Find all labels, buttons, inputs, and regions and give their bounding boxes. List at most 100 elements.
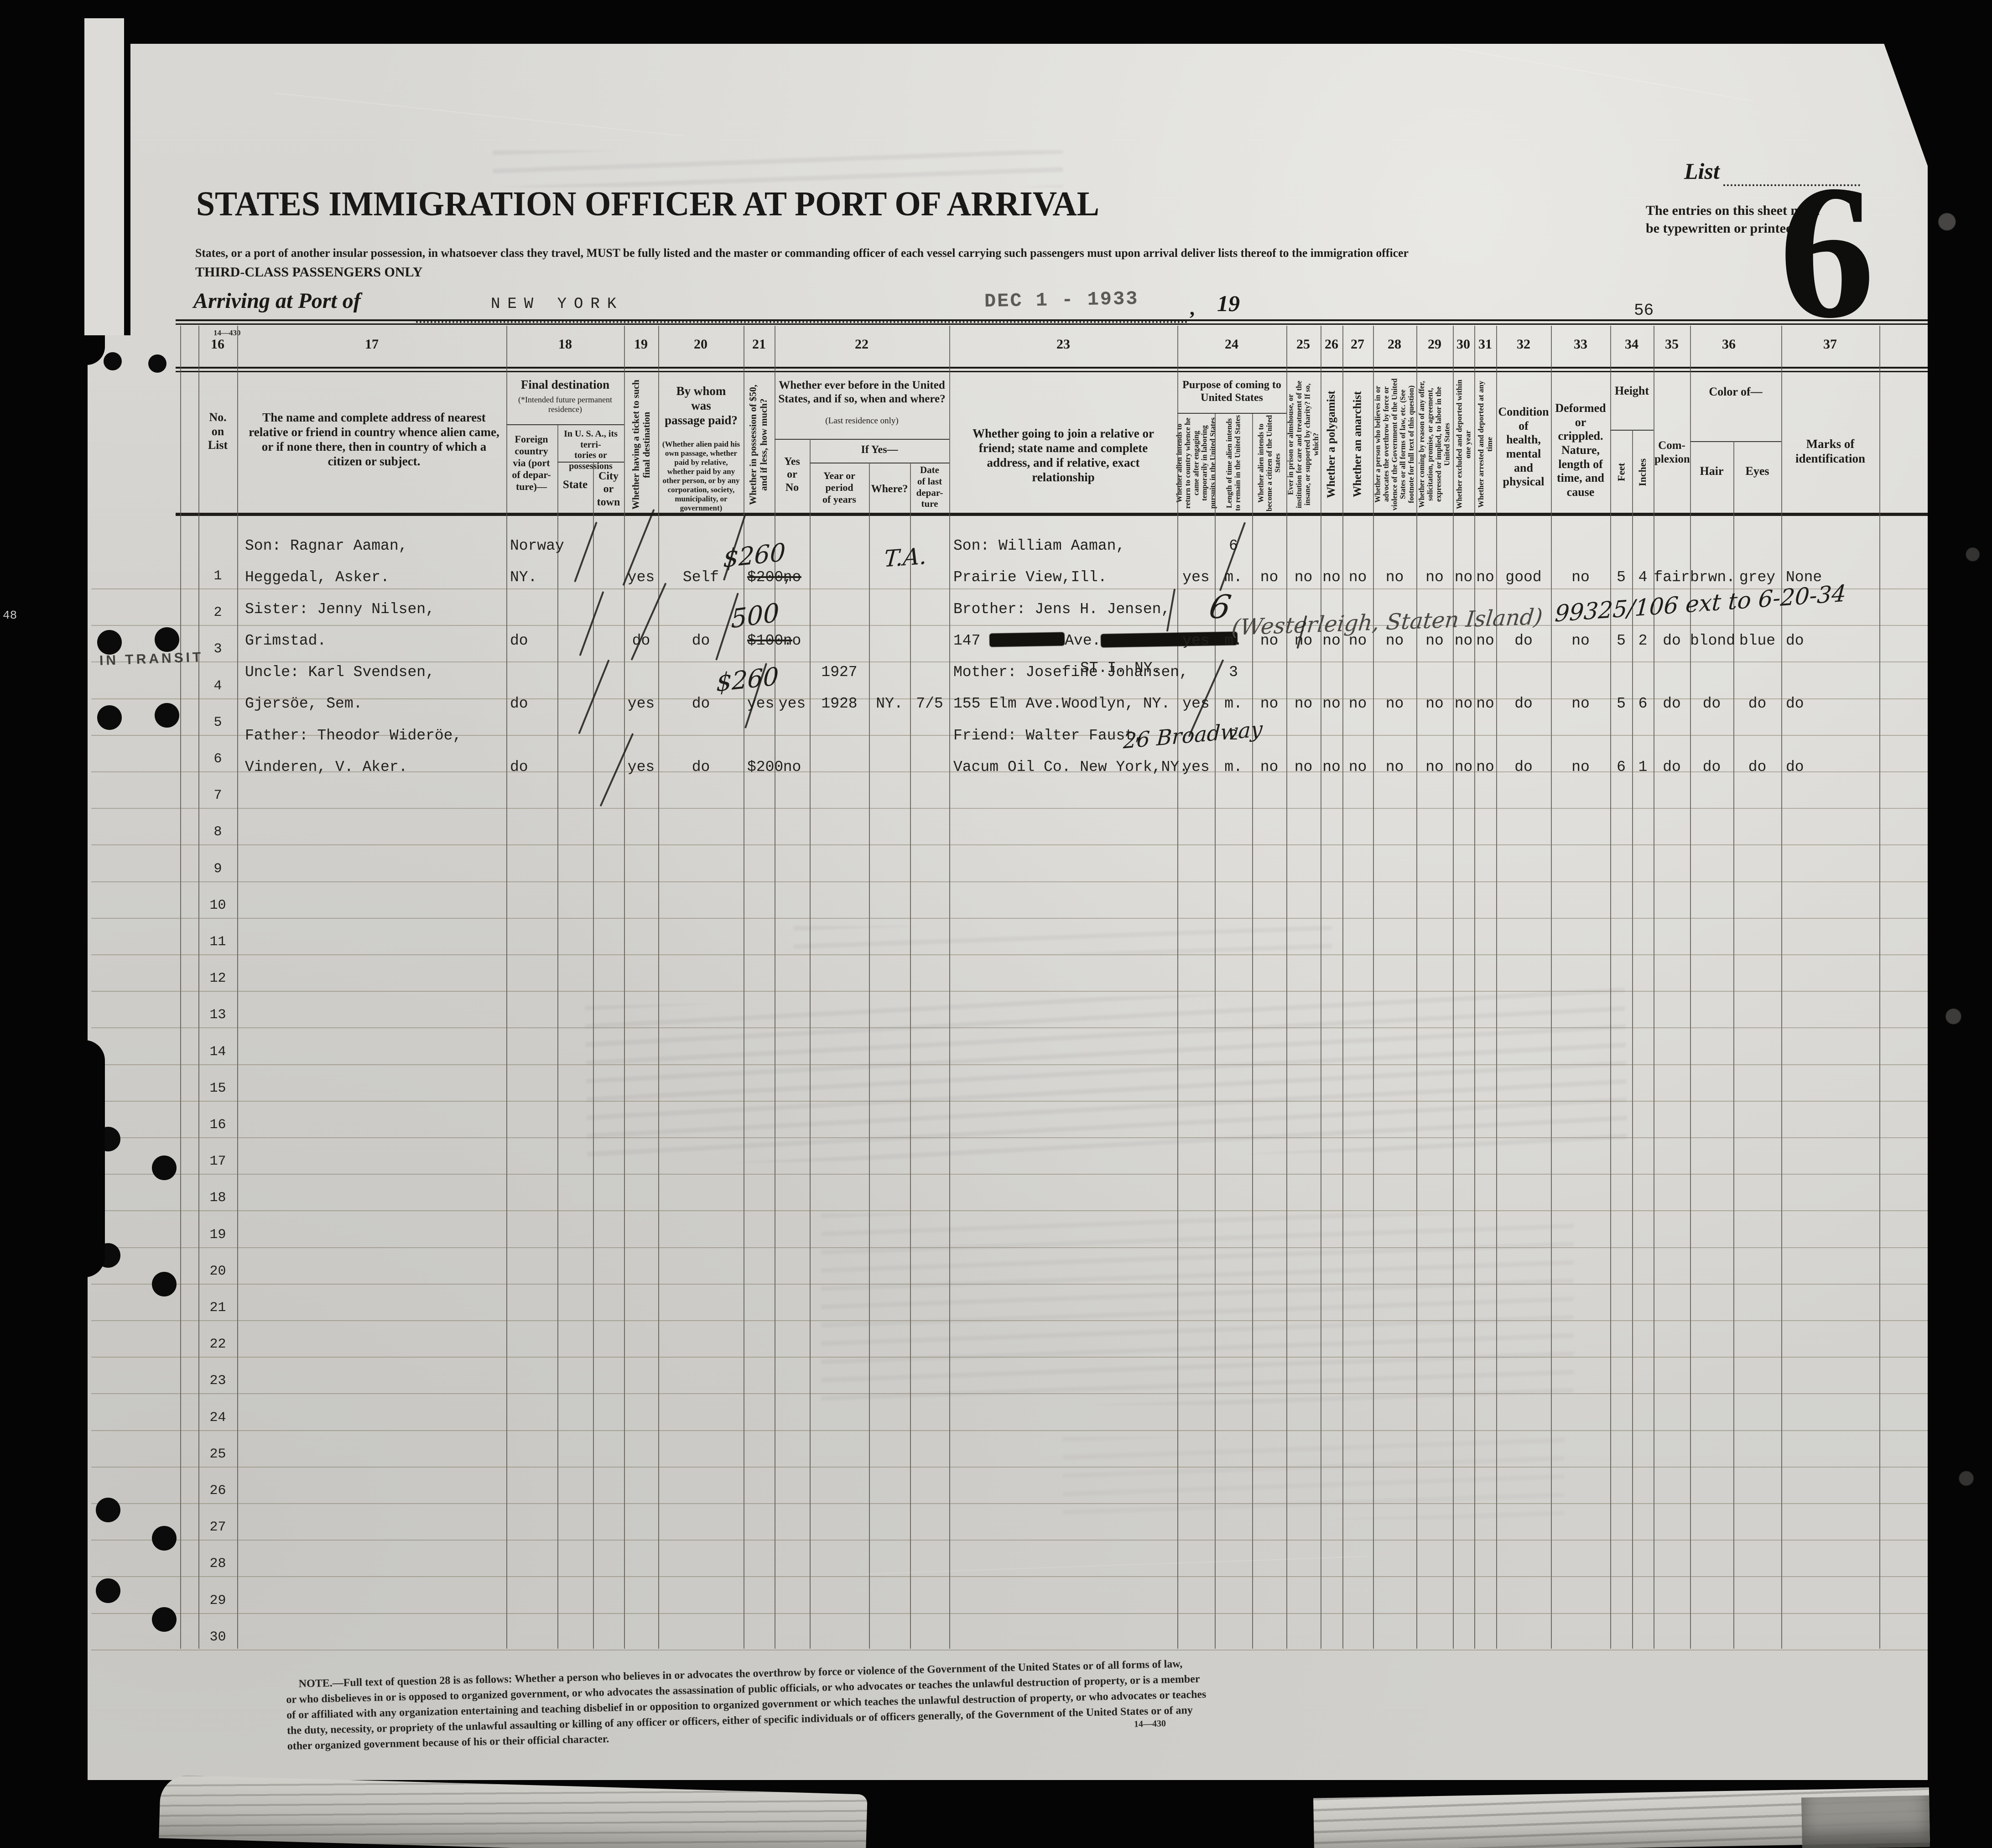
cell-row2-c31: no [1476,632,1494,649]
grid-vline [810,439,811,1649]
punch-hole [152,1526,177,1551]
row-ruled-line [91,917,1929,919]
column-number-29: 29 [1428,337,1441,352]
cell-row1-c28: no [1385,569,1404,586]
cell-row4-c31: no [1476,758,1494,776]
grid-vline [506,326,507,1649]
column-number-22: 22 [855,337,869,352]
col18-group-note: (*Intended future permanent residence) [518,395,612,414]
cell-row4-c25: no [1294,758,1313,776]
punch-hole [97,630,122,655]
row-ruled-line [91,1613,1929,1614]
cell-row3-c22b: 1928 [821,695,858,712]
cell-row4-c27: no [1348,758,1367,776]
column-number-37: 37 [1823,337,1837,352]
cell-row3-c20: do [692,695,710,712]
row-number: 16 [209,1117,226,1133]
cell-row3-c23: 155 Elm Ave.Woodlyn, NY. [953,695,1170,712]
grid-vline [1632,430,1633,1649]
col36-group-header: Color of— [1709,385,1763,398]
adjacent-page-strip [84,18,125,335]
page-number: 56 [1634,301,1654,320]
port-of-arrival-value: NEW YORK [491,296,624,313]
bleed-through-text [821,1213,1574,1405]
row-number: 3 [213,641,222,657]
cell-row2-c36a: blond [1690,632,1736,649]
cell-row3-c31: no [1476,695,1494,712]
cell-row3-c35: do [1663,695,1681,712]
row-number: 21 [209,1300,226,1316]
col24-group-header: Purpose of coming to United States [1182,379,1281,404]
cell-row1-c23: Son: William Aaman, [953,537,1125,554]
cell-row1-c17: Heggedal, Asker. [245,569,390,586]
cell-row3-c36b: do [1748,695,1767,712]
grid-vline [237,326,238,1649]
row-number: 2 [213,605,222,621]
class-line: THIRD-CLASS PASSENGERS ONLY [195,265,423,280]
row-ruled-line [91,1503,1929,1504]
cell-row1-c31: no [1476,569,1494,586]
column-number-33: 33 [1574,337,1587,352]
row-number: 27 [209,1520,226,1536]
column-number-35: 35 [1665,337,1679,352]
col18-city-header: City or town [597,470,620,508]
page-gap-line [124,18,130,335]
cell-row3-c23: Mother: Josefine Johansen, [953,664,1188,681]
row-ruled-line [91,1174,1929,1175]
cell-row3-c22c: NY. [876,695,903,712]
row-number: 14 [209,1044,226,1060]
col18-usa-header: In U. S. A., its terri- tories or posses… [564,429,618,471]
cell-row2-c34a: 5 [1617,632,1626,649]
grid-vline [624,326,625,1649]
row-number: 30 [209,1629,226,1645]
cell-row3-c17: Gjersöe, Sem. [245,695,363,712]
row-ruled-line [91,588,1929,589]
grid-vline [1373,326,1374,1649]
row-number: 12 [209,971,226,987]
row-ruled-line [91,734,1929,736]
film-edge-mark: 48 [3,609,17,622]
col22-ifyes-header: If Yes— [861,444,898,456]
punch-hole [97,705,122,730]
row-number: 24 [209,1410,226,1426]
cell-row2-c20: do [692,632,710,649]
cell-row4-c34a: 6 [1617,758,1626,776]
column-number-23: 23 [1056,337,1070,352]
col24a-header: Whether alien intends to return to count… [1175,417,1217,509]
page-subtitle: States, or a port of another insular pos… [195,246,1409,260]
cell-row1-c32: good [1505,569,1542,586]
cell-row4-c17: Vinderen, V. Aker. [245,758,408,776]
cell-row3-c29: no [1425,695,1444,712]
row-ruled-line [91,1393,1929,1395]
page-title: STATES IMMIGRATION OFFICER AT PORT OF AR… [196,185,1099,223]
cell-row3-c19: yes [627,695,655,712]
col27-header: Whether an anarchist [1351,391,1364,498]
row-ruled-line [91,661,1929,663]
cell-row4-c24a: yes [1182,758,1210,776]
row-number: 28 [209,1556,226,1572]
column-number-16: 16 [211,337,224,352]
grid-vline [910,463,911,1649]
row-ruled-line [91,881,1929,882]
col22-date-header: Date of last depar- ture [916,464,943,510]
col18-foreign-header: Foreign country via (port of depar- ture… [512,433,551,492]
cell-row3-c37: do [1786,695,1804,712]
column-number-21: 21 [752,337,766,352]
cell-row1-c18a: Norway [510,537,564,554]
cell-row4-c36b: do [1748,758,1767,776]
row-number: 13 [209,1007,226,1023]
cell-row2-c21: $100. [747,632,793,649]
row-ruled-line [91,991,1929,992]
cell-row1-c25: no [1294,569,1313,586]
grid-vline [1453,326,1454,1649]
cell-row3-c18a: do [510,695,528,712]
cell-row4-c35: do [1663,758,1681,776]
row-ruled-line [91,1137,1929,1138]
cell-row3-c22d: 7/5 [916,695,943,712]
row-number: 6 [213,751,222,767]
row-number: 1 [213,568,222,584]
cell-row3-c22a: yes [778,695,806,712]
grid-vline [1286,326,1287,1649]
pen-scribble-redaction [989,632,1065,647]
cell-row2-c22a: no [783,632,801,649]
